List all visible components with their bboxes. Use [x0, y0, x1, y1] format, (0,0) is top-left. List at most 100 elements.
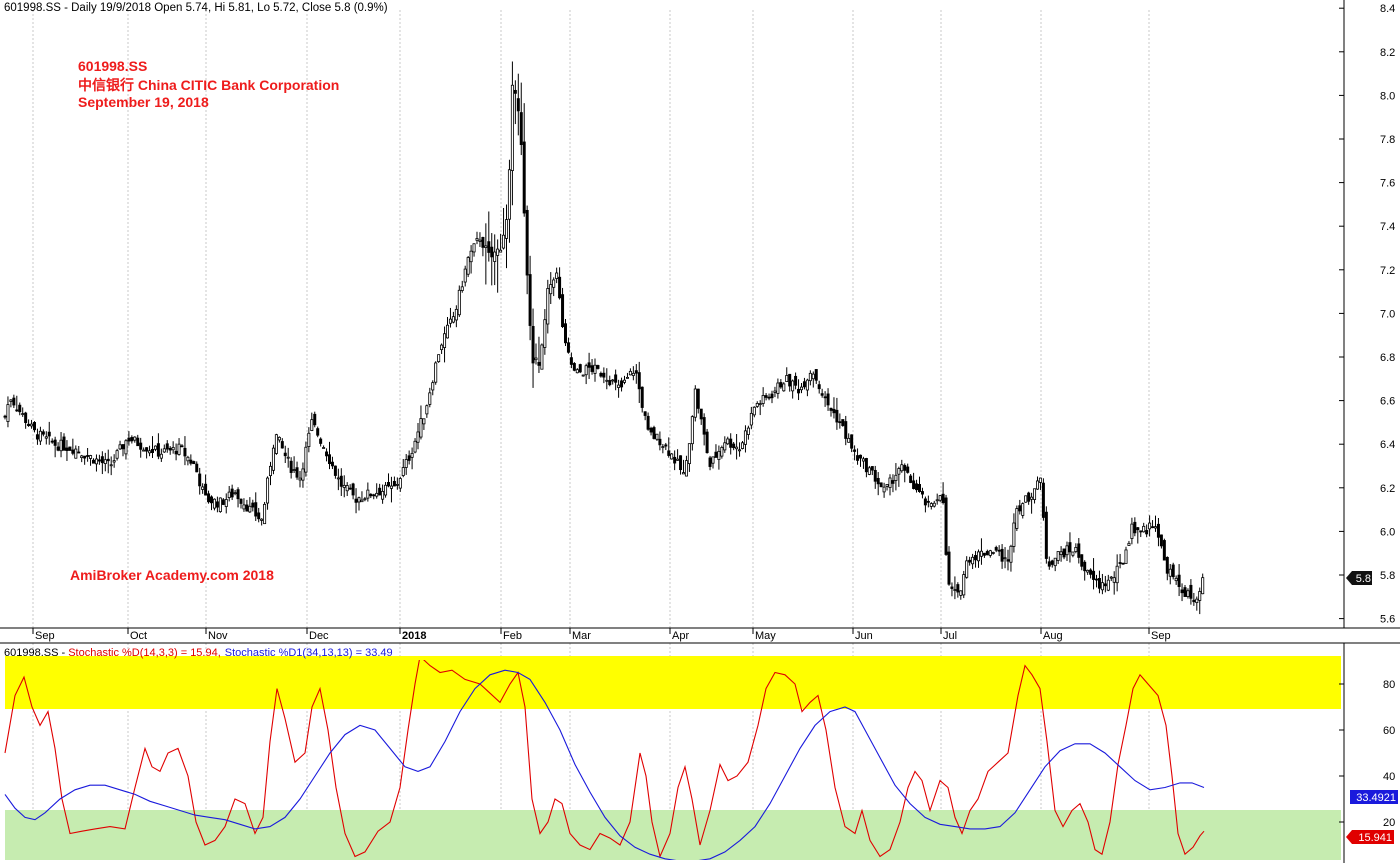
candle-body [755, 403, 759, 407]
candle-body [457, 289, 461, 316]
candle-body [431, 382, 435, 391]
candle-body [853, 449, 857, 452]
candle-body [569, 357, 573, 365]
candle-body [316, 428, 320, 436]
candle-body [466, 257, 470, 275]
date-tick-label: Jun [855, 630, 873, 642]
candle-body [564, 323, 568, 344]
candle-body [242, 504, 246, 510]
candle-body [1186, 590, 1190, 597]
candle-body [1183, 587, 1187, 597]
candle-body [254, 502, 258, 517]
candle-body [80, 455, 84, 459]
candle-body [953, 589, 957, 591]
candle-body [997, 549, 1001, 552]
candle-body [640, 386, 644, 408]
candle-body [1109, 576, 1113, 579]
candle-body [1053, 557, 1057, 567]
candle-body [894, 474, 898, 481]
candle-body [628, 370, 632, 376]
candle-body [746, 427, 750, 435]
candle-body [313, 413, 317, 426]
candle-body [419, 418, 423, 438]
candle-body [1024, 495, 1028, 503]
price-y-tick-label: 7.0 [1380, 308, 1395, 320]
candle-body [962, 574, 966, 596]
candle-body [519, 112, 523, 145]
candle-body [77, 451, 81, 454]
candle-body [670, 453, 674, 460]
candle-body [658, 438, 662, 446]
candle-body [280, 441, 284, 449]
candle-body [817, 384, 821, 390]
candle-body [428, 392, 432, 405]
candle-body [86, 455, 90, 457]
candle-body [186, 456, 190, 462]
candle-body [634, 370, 638, 374]
candle-body [1050, 560, 1054, 565]
price-y-tick-label: 6.0 [1380, 526, 1395, 538]
candle-body [805, 379, 809, 391]
candle-body [923, 498, 927, 506]
candle-body [460, 286, 464, 291]
candle-body [180, 445, 184, 448]
candle-body [342, 484, 346, 488]
candle-body [490, 246, 494, 258]
candle-body [260, 518, 264, 521]
candle-body [673, 456, 677, 464]
candle-body [487, 241, 491, 253]
candle-body [41, 431, 45, 435]
candle-body [906, 466, 910, 473]
candle-body [168, 447, 172, 451]
candle-body [791, 380, 795, 392]
candle-body [1030, 496, 1034, 500]
date-axis: Sep Oct Nov Dec 2018 Feb Mar Apr May Jun Jul Aug Sep [0, 627, 1400, 644]
date-tick-label: Sep [35, 630, 55, 642]
candle-body [74, 448, 78, 459]
candle-body [484, 245, 488, 248]
date-tick-label: Aug [1043, 630, 1063, 642]
last-price-tag-bg [1346, 571, 1372, 585]
candle-body [540, 344, 544, 370]
candle-body [808, 372, 812, 382]
candle-body [50, 440, 54, 443]
candle-body [985, 551, 989, 556]
candle-body [971, 556, 975, 565]
candle-body [277, 436, 281, 441]
candle-body [212, 498, 216, 509]
candle-body [94, 458, 98, 465]
candle-body [507, 169, 511, 220]
candle-body [758, 403, 762, 406]
candle-body [1133, 521, 1137, 534]
candle-body [251, 502, 255, 508]
candlestick-series [3, 61, 1205, 615]
candle-body [395, 483, 399, 486]
candle-body [1195, 598, 1199, 604]
candle-body [1071, 551, 1075, 556]
candle-body [625, 376, 629, 379]
watermark-annotation: AmiBroker Academy.com 2018 [70, 567, 274, 583]
date-tick-label: May [755, 630, 776, 642]
candle-body [1097, 578, 1101, 589]
candle-body [643, 411, 647, 416]
candle-body [440, 344, 444, 351]
candle-body [59, 439, 63, 452]
price-y-tick-labels: 5.6 5.8 6.0 6.2 6.4 6.6 6.8 7.0 7.2 7.4 7.6 7.8 8.0 8… [1339, 3, 1395, 626]
price-y-tick-label: 6.8 [1380, 352, 1395, 364]
candle-body [97, 459, 101, 462]
candle-body [699, 408, 703, 420]
candle-body [434, 362, 438, 383]
candle-body [696, 388, 700, 409]
candle-body [327, 454, 331, 465]
candle-body [1103, 583, 1107, 587]
candle-body [118, 444, 122, 450]
candle-body [336, 477, 340, 480]
candle-body [687, 443, 691, 465]
candle-body [797, 388, 801, 394]
stochastic-series [4, 660, 1205, 860]
candle-body [558, 276, 562, 299]
candle-body [1036, 480, 1040, 490]
candle-body [832, 408, 836, 414]
candle-body [1174, 577, 1178, 582]
candle-body [676, 458, 680, 461]
